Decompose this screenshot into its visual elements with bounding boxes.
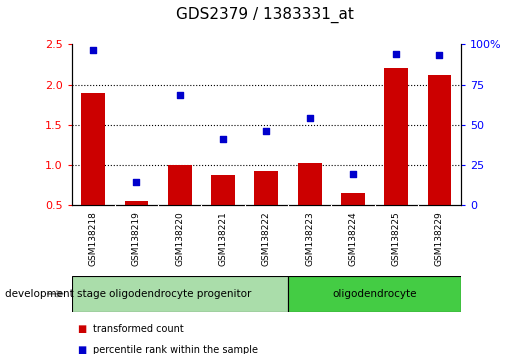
Bar <box>384 68 408 205</box>
Text: GSM138223: GSM138223 <box>305 211 314 266</box>
Point <box>175 92 184 98</box>
Text: GSM138222: GSM138222 <box>262 211 271 266</box>
Text: percentile rank within the sample: percentile rank within the sample <box>93 346 258 354</box>
Text: GSM138224: GSM138224 <box>348 211 357 266</box>
Text: oligodendrocyte: oligodendrocyte <box>332 289 417 299</box>
Bar <box>288 276 461 312</box>
Bar <box>125 201 148 205</box>
Bar <box>254 171 278 205</box>
Text: oligodendrocyte progenitor: oligodendrocyte progenitor <box>109 289 251 299</box>
Point <box>219 136 227 142</box>
Text: GSM138229: GSM138229 <box>435 211 444 266</box>
Text: ■: ■ <box>77 324 86 334</box>
Text: ■: ■ <box>77 346 86 354</box>
Text: GSM138221: GSM138221 <box>218 211 227 266</box>
Point <box>392 51 401 57</box>
Bar <box>341 193 365 205</box>
Text: GSM138225: GSM138225 <box>392 211 401 266</box>
Text: GSM138218: GSM138218 <box>89 211 98 266</box>
Bar <box>428 75 452 205</box>
Text: transformed count: transformed count <box>93 324 183 334</box>
Text: GSM138219: GSM138219 <box>132 211 141 266</box>
Text: development stage: development stage <box>5 289 107 299</box>
Point <box>435 52 444 58</box>
Bar <box>211 175 235 205</box>
Bar <box>81 93 105 205</box>
Bar <box>298 164 322 205</box>
Text: GDS2379 / 1383331_at: GDS2379 / 1383331_at <box>176 7 354 23</box>
Point <box>305 115 314 121</box>
Point <box>132 179 141 185</box>
Text: GSM138220: GSM138220 <box>175 211 184 266</box>
Point <box>262 129 270 134</box>
Point <box>349 171 357 177</box>
Point <box>89 47 98 53</box>
Bar <box>72 276 288 312</box>
Bar <box>168 165 192 205</box>
